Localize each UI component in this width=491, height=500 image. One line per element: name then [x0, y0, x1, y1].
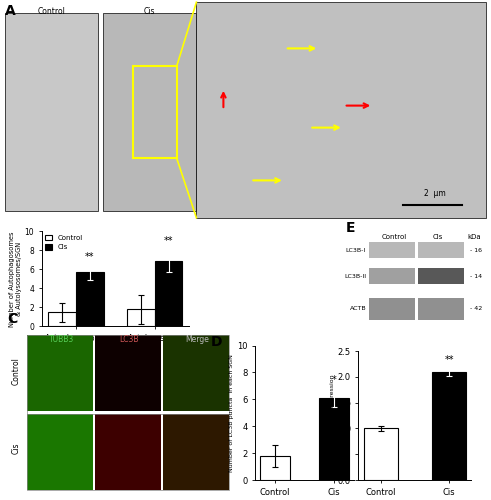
Bar: [95, 335, 161, 410]
Bar: [369, 298, 414, 320]
Text: Control: Control: [12, 357, 21, 385]
Text: A: A: [5, 4, 16, 18]
Y-axis label: Number of Autophagosomes
& Autolysosomes/SGN: Number of Autophagosomes & Autolysosomes…: [9, 231, 22, 326]
Text: Merge: Merge: [185, 335, 209, 344]
Bar: [369, 268, 414, 284]
Bar: [127, 310, 155, 326]
Bar: [163, 414, 228, 490]
Text: Cis: Cis: [12, 443, 21, 454]
Text: **: **: [85, 252, 95, 262]
Bar: [163, 335, 228, 410]
Bar: [418, 298, 464, 320]
Text: **: **: [164, 236, 173, 246]
Bar: [432, 372, 466, 480]
Text: D: D: [211, 335, 222, 349]
Text: **: **: [444, 355, 454, 365]
Bar: [418, 242, 464, 258]
Text: LC3B-II: LC3B-II: [344, 274, 366, 278]
Text: - 42: - 42: [470, 306, 482, 312]
Text: kDa: kDa: [467, 234, 481, 239]
Bar: [369, 242, 414, 258]
Bar: [363, 428, 398, 480]
Y-axis label: Number of LC3B puncta  in each SGN: Number of LC3B puncta in each SGN: [229, 354, 234, 472]
Bar: [103, 13, 196, 211]
Bar: [27, 335, 93, 410]
Text: - 16: - 16: [470, 248, 482, 253]
Bar: [27, 335, 228, 490]
Bar: [49, 312, 76, 326]
Text: Control: Control: [38, 6, 65, 16]
Text: Cis: Cis: [433, 234, 443, 239]
Text: 2  μm: 2 μm: [424, 189, 445, 198]
Y-axis label: LC3B-II protein expression: LC3B-II protein expression: [330, 374, 335, 457]
Legend: Control, Cis: Control, Cis: [45, 234, 83, 250]
Bar: [260, 456, 290, 480]
Bar: [5, 13, 98, 211]
Text: Control: Control: [382, 234, 407, 239]
Text: - 14: - 14: [470, 274, 482, 278]
Text: TUBB3: TUBB3: [49, 335, 74, 344]
Text: LC3B: LC3B: [119, 335, 139, 344]
Text: LC3B-I: LC3B-I: [346, 248, 366, 253]
Bar: [155, 260, 182, 326]
Text: ACTB: ACTB: [350, 306, 366, 312]
Bar: [319, 398, 349, 480]
Bar: [196, 2, 486, 218]
Bar: [27, 414, 93, 490]
Text: Cis: Cis: [144, 6, 156, 16]
Bar: [418, 268, 464, 284]
Text: *: *: [332, 374, 336, 384]
Text: C: C: [7, 312, 17, 326]
Text: E: E: [346, 222, 355, 235]
Bar: [76, 272, 104, 326]
Bar: [133, 66, 177, 158]
Bar: [95, 414, 161, 490]
